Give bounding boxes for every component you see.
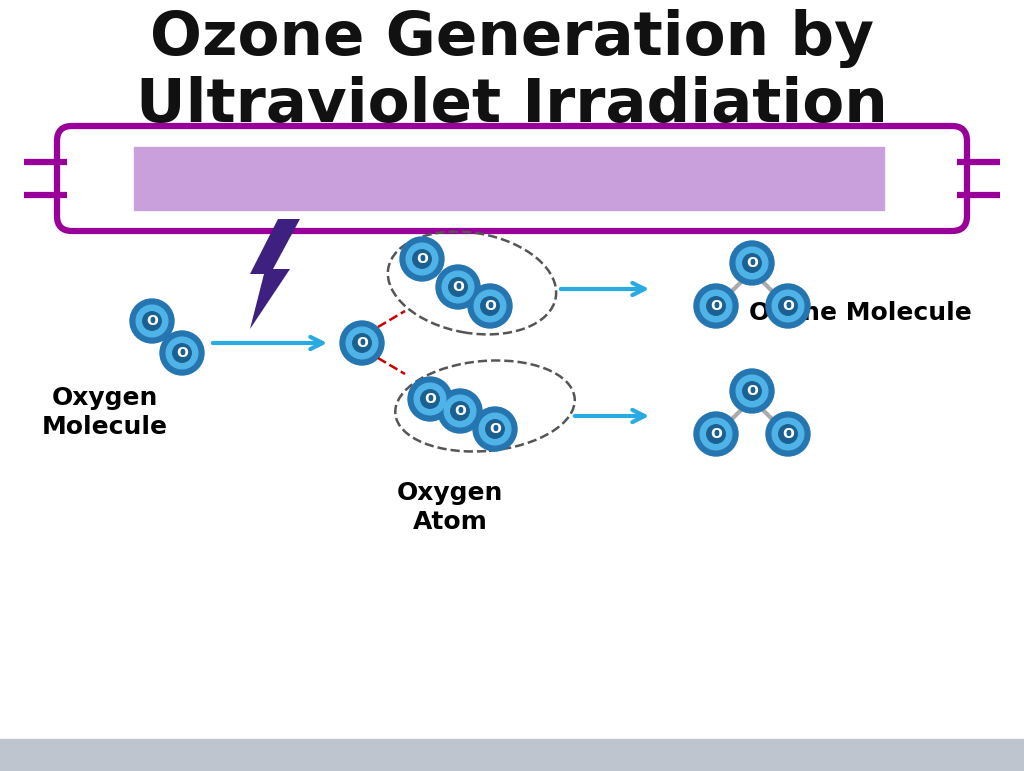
Bar bbox=[892, 147, 948, 210]
Circle shape bbox=[779, 425, 798, 443]
Bar bbox=[76, 147, 132, 210]
Circle shape bbox=[346, 327, 378, 359]
Circle shape bbox=[700, 418, 732, 449]
Circle shape bbox=[474, 290, 506, 322]
Circle shape bbox=[473, 407, 517, 451]
Circle shape bbox=[730, 241, 774, 285]
Circle shape bbox=[707, 425, 725, 443]
Circle shape bbox=[173, 344, 191, 362]
Circle shape bbox=[694, 412, 738, 456]
Text: O: O bbox=[746, 256, 758, 270]
Text: O: O bbox=[424, 392, 436, 406]
Polygon shape bbox=[250, 219, 300, 329]
Circle shape bbox=[444, 396, 476, 427]
Text: O: O bbox=[782, 299, 794, 313]
Circle shape bbox=[130, 299, 174, 343]
Circle shape bbox=[166, 337, 198, 369]
Circle shape bbox=[413, 250, 431, 268]
Circle shape bbox=[352, 334, 372, 352]
Circle shape bbox=[421, 390, 439, 408]
Circle shape bbox=[772, 418, 804, 449]
Text: O: O bbox=[416, 252, 428, 266]
Circle shape bbox=[480, 297, 500, 315]
Circle shape bbox=[408, 377, 452, 421]
Circle shape bbox=[451, 402, 469, 420]
Circle shape bbox=[136, 305, 168, 337]
Circle shape bbox=[694, 284, 738, 328]
Text: O: O bbox=[489, 422, 501, 436]
Text: O: O bbox=[452, 280, 464, 294]
Text: Oxygen
Molecule: Oxygen Molecule bbox=[42, 386, 168, 439]
FancyBboxPatch shape bbox=[57, 126, 967, 231]
Text: O: O bbox=[356, 336, 368, 350]
Text: O: O bbox=[782, 427, 794, 441]
Circle shape bbox=[766, 284, 810, 328]
Bar bbox=[134, 147, 884, 210]
Circle shape bbox=[436, 265, 480, 309]
Circle shape bbox=[766, 412, 810, 456]
Circle shape bbox=[736, 375, 768, 407]
Text: O: O bbox=[710, 427, 722, 441]
Circle shape bbox=[340, 321, 384, 365]
Text: Ozone Generation by: Ozone Generation by bbox=[150, 9, 874, 69]
Text: Oxygen
Atom: Oxygen Atom bbox=[397, 481, 503, 534]
Text: O: O bbox=[746, 384, 758, 398]
Circle shape bbox=[707, 297, 725, 315]
Circle shape bbox=[449, 278, 467, 296]
Circle shape bbox=[468, 284, 512, 328]
Circle shape bbox=[742, 254, 761, 272]
Circle shape bbox=[730, 369, 774, 413]
Circle shape bbox=[736, 247, 768, 279]
Circle shape bbox=[779, 297, 798, 315]
Circle shape bbox=[700, 290, 732, 322]
Text: O: O bbox=[176, 346, 188, 360]
Text: O: O bbox=[710, 299, 722, 313]
Text: O: O bbox=[484, 299, 496, 313]
Bar bbox=[0, 739, 1024, 771]
Text: Ultraviolet Irradiation: Ultraviolet Irradiation bbox=[136, 76, 888, 136]
Circle shape bbox=[407, 243, 438, 274]
Circle shape bbox=[485, 419, 504, 438]
Circle shape bbox=[414, 383, 445, 415]
Circle shape bbox=[142, 311, 161, 330]
Text: Ozone Molecule: Ozone Molecule bbox=[749, 301, 972, 325]
Circle shape bbox=[160, 331, 204, 375]
Text: O: O bbox=[454, 404, 466, 418]
Circle shape bbox=[479, 413, 511, 445]
Circle shape bbox=[442, 271, 474, 303]
Text: O: O bbox=[146, 314, 158, 328]
Circle shape bbox=[438, 389, 482, 433]
Circle shape bbox=[742, 382, 761, 400]
Circle shape bbox=[400, 237, 444, 281]
Circle shape bbox=[772, 290, 804, 322]
